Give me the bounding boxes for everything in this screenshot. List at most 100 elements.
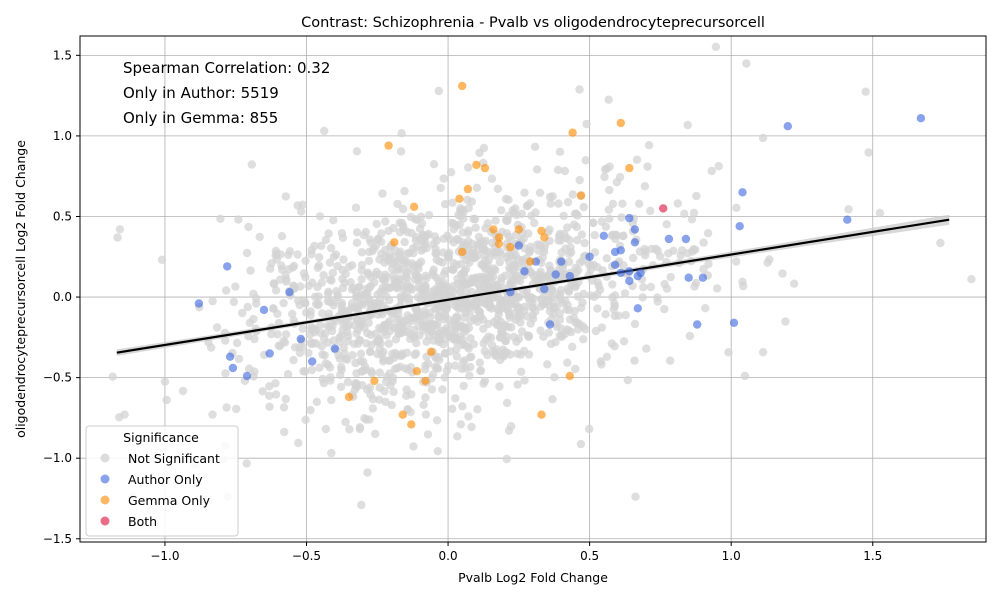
point-not-significant <box>244 222 253 232</box>
point-not-significant <box>338 233 348 242</box>
point-author-only <box>259 305 269 315</box>
point-not-significant <box>662 284 672 293</box>
point-author-only <box>545 320 555 329</box>
point-not-significant <box>558 298 567 308</box>
point-not-significant <box>602 254 611 263</box>
point-not-significant <box>712 284 722 293</box>
point-gemma-only <box>489 225 498 234</box>
point-not-significant <box>440 373 449 382</box>
point-not-significant <box>533 240 542 249</box>
point-not-significant <box>298 343 308 352</box>
point-not-significant <box>388 349 397 359</box>
legend-marker-both <box>100 516 110 526</box>
point-not-significant <box>336 370 345 380</box>
point-gemma-only <box>576 191 586 200</box>
point-not-significant <box>341 417 350 427</box>
point-not-significant <box>341 354 350 364</box>
point-not-significant <box>619 337 629 346</box>
point-author-only <box>223 262 232 271</box>
point-author-only <box>228 363 238 373</box>
point-not-significant <box>178 386 188 396</box>
point-not-significant <box>352 147 362 156</box>
point-not-significant <box>493 247 502 256</box>
point-not-significant <box>485 273 495 282</box>
point-not-significant <box>579 335 588 344</box>
chart-title: Contrast: Schizophrenia - Pvalb vs oligo… <box>301 15 765 31</box>
point-not-significant <box>434 86 443 96</box>
point-not-significant <box>634 199 644 208</box>
point-not-significant <box>407 390 416 399</box>
x-tick-label: 1.5 <box>863 549 882 563</box>
point-not-significant <box>340 278 349 288</box>
point-not-significant <box>432 363 441 373</box>
point-not-significant <box>495 257 504 267</box>
point-not-significant <box>520 306 529 315</box>
point-not-significant <box>281 330 291 339</box>
point-not-significant <box>476 312 485 321</box>
point-not-significant <box>458 228 467 237</box>
point-not-significant <box>653 293 662 302</box>
legend-label-author-only: Author Only <box>128 472 203 487</box>
point-author-only <box>514 241 523 250</box>
point-not-significant <box>536 295 546 304</box>
point-not-significant <box>449 265 458 274</box>
point-not-significant <box>336 382 346 392</box>
point-not-significant <box>289 355 298 365</box>
point-not-significant <box>699 264 708 274</box>
point-not-significant <box>564 286 573 295</box>
point-author-only <box>585 252 594 261</box>
point-not-significant <box>450 361 460 370</box>
point-not-significant <box>266 264 275 273</box>
point-not-significant <box>630 356 639 365</box>
point-not-significant <box>357 260 367 270</box>
point-not-significant <box>497 206 506 215</box>
point-not-significant <box>600 165 610 174</box>
point-not-significant <box>615 172 625 182</box>
point-not-significant <box>400 237 409 247</box>
point-not-significant <box>643 162 652 171</box>
point-not-significant <box>357 248 367 257</box>
point-not-significant <box>389 387 398 397</box>
point-not-significant <box>467 277 476 286</box>
point-not-significant <box>307 365 317 375</box>
y-axis-ticks: −1.5 −1.0 −0.5 0.0 0.5 1.0 1.5 <box>43 48 80 546</box>
point-not-significant <box>352 288 361 297</box>
point-not-significant <box>325 258 335 267</box>
point-not-significant <box>320 126 329 136</box>
point-not-significant <box>271 390 281 399</box>
point-not-significant <box>540 247 549 257</box>
point-not-significant <box>229 297 239 307</box>
point-not-significant <box>573 318 582 327</box>
point-author-only <box>225 352 235 361</box>
point-not-significant <box>560 230 569 239</box>
point-not-significant <box>644 141 654 150</box>
point-not-significant <box>572 209 581 218</box>
point-not-significant <box>460 313 469 322</box>
point-not-significant <box>221 369 230 378</box>
point-not-significant <box>390 323 400 333</box>
point-not-significant <box>454 235 463 245</box>
point-not-significant <box>506 350 515 359</box>
point-not-significant <box>252 299 261 308</box>
point-not-significant <box>738 277 747 286</box>
plot-frame <box>79 35 987 543</box>
point-not-significant <box>707 166 716 176</box>
point-gemma-only <box>455 194 464 203</box>
point-not-significant <box>467 352 476 362</box>
point-not-significant <box>381 283 391 292</box>
not-significant-points <box>108 42 976 510</box>
point-author-only <box>565 271 574 281</box>
point-not-significant <box>452 345 461 354</box>
point-not-significant <box>250 367 259 376</box>
y-tick-label: −0.5 <box>43 371 72 385</box>
point-not-significant <box>724 348 733 357</box>
point-not-significant <box>306 405 315 415</box>
point-author-only <box>265 349 274 358</box>
point-not-significant <box>368 246 377 256</box>
point-not-significant <box>247 160 256 169</box>
point-not-significant <box>313 263 322 272</box>
point-not-significant <box>265 391 274 400</box>
point-not-significant <box>548 395 557 404</box>
point-not-significant <box>578 298 587 307</box>
point-not-significant <box>333 261 342 271</box>
